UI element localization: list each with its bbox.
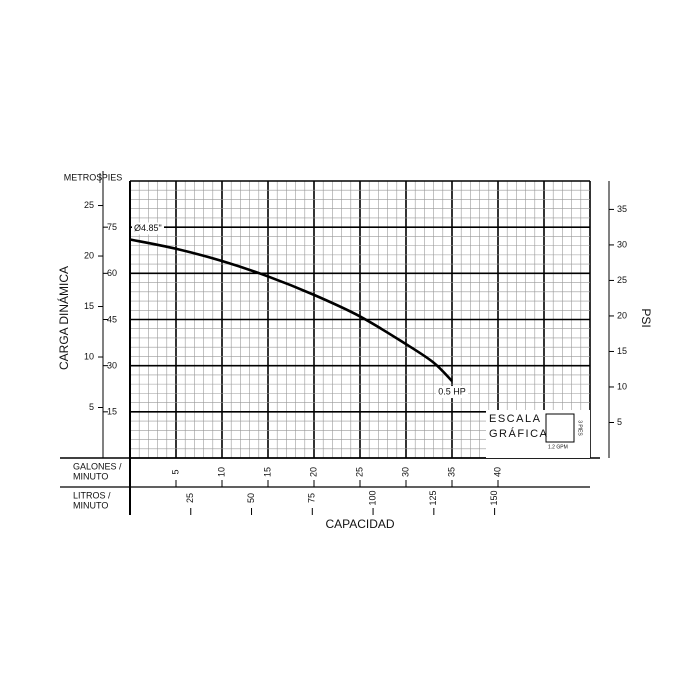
x-axis-label: CAPACIDAD — [325, 517, 394, 531]
pump-curve — [129, 238, 453, 382]
x-liters-tick-label: 125 — [428, 490, 438, 505]
x-tick-label: 5 — [170, 469, 180, 474]
y-meters-tick-label: 5 — [89, 402, 94, 412]
label-bg — [436, 386, 468, 399]
y-tick-label: 75 — [107, 222, 117, 232]
scale-height-label: 3 PIES — [577, 420, 583, 436]
lpm-label: LITROS / — [73, 490, 111, 500]
scale-width-label: 1.2 GPM — [548, 444, 568, 450]
meters-header: METROS — [64, 172, 103, 182]
x-tick-label: 25 — [354, 467, 364, 477]
x-tick-label: 15 — [262, 467, 272, 477]
label-bg — [132, 222, 164, 235]
x-liters-tick-label: 100 — [367, 490, 377, 505]
y2-tick-label: 15 — [617, 346, 627, 356]
y-meters-tick-label: 20 — [84, 250, 94, 260]
gpm-label: MINUTO — [73, 471, 108, 481]
y2-tick-label: 10 — [617, 381, 627, 391]
annotation: Ø4.85" — [134, 223, 162, 233]
scale-square — [545, 413, 575, 443]
y-tick-label: 30 — [107, 361, 117, 371]
y2-axis-label: PSI — [639, 308, 653, 327]
y-meters-tick-label: 10 — [84, 351, 94, 361]
y2-tick-label: 20 — [617, 310, 627, 320]
y2-tick-label: 5 — [617, 417, 622, 427]
y-meters-tick-label: 15 — [84, 301, 94, 311]
y-tick-label: 15 — [107, 407, 117, 417]
x-liters-tick-label: 25 — [185, 493, 195, 503]
scale-box-bg — [486, 410, 590, 458]
y-tick-label: 45 — [107, 314, 117, 324]
y-tick-label: 60 — [107, 268, 117, 278]
x-tick-label: 40 — [492, 467, 502, 477]
y-axis-label: CARGA DINÁMICA — [56, 266, 71, 370]
y2-tick-label: 25 — [617, 275, 627, 285]
x-liters-tick-label: 150 — [489, 490, 499, 505]
x-liters-tick-label: 50 — [246, 493, 256, 503]
x-tick-label: 35 — [446, 467, 456, 477]
series-label: 0.5 HP — [438, 386, 466, 396]
scale-title: GRÁFICA — [489, 427, 548, 440]
x-tick-label: 10 — [216, 467, 226, 477]
feet-header: PIES — [102, 172, 123, 182]
x-tick-label: 30 — [400, 467, 410, 477]
gpm-label: GALONES / — [73, 461, 122, 471]
y2-tick-label: 35 — [617, 204, 627, 214]
lpm-label: MINUTO — [73, 500, 108, 510]
x-tick-label: 20 — [308, 467, 318, 477]
y2-tick-label: 30 — [617, 239, 627, 249]
scale-title: ESCALA — [489, 413, 541, 425]
x-liters-tick-label: 75 — [307, 493, 317, 503]
y-meters-tick-label: 25 — [84, 200, 94, 210]
